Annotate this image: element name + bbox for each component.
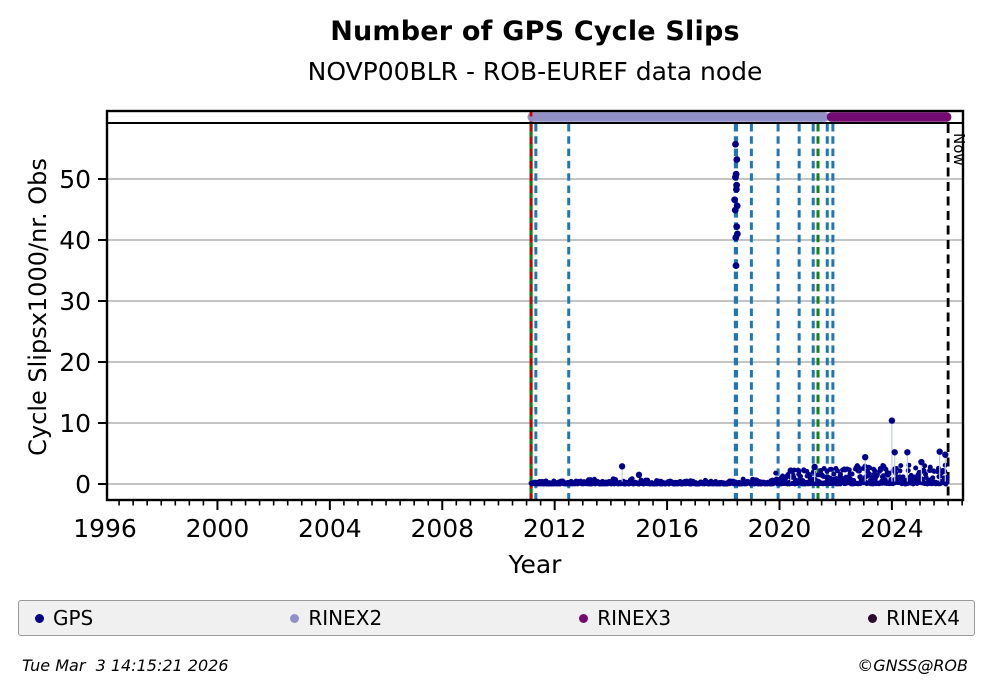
rinex3-marker-icon [579, 613, 589, 623]
gps-marker-icon [35, 613, 44, 623]
now-line: Now [946, 124, 968, 499]
chart-title: Number of GPS Cycle Slips [330, 16, 740, 47]
chart-subtitle: NOVP00BLR - ROB-EUREF data node [307, 57, 763, 86]
svg-text:2020: 2020 [748, 514, 812, 543]
now-label: Now [950, 133, 968, 166]
gps-points [528, 140, 950, 487]
svg-text:2016: 2016 [635, 514, 699, 543]
svg-text:0: 0 [75, 470, 91, 499]
svg-text:2008: 2008 [410, 514, 474, 543]
copyright-label: ©GNSS@ROB [857, 656, 968, 675]
svg-text:2004: 2004 [298, 514, 362, 543]
axis-ticks [98, 178, 963, 510]
y-tick-labels: 0 10 20 30 40 50 [59, 165, 91, 499]
svg-text:1996: 1996 [73, 514, 137, 543]
legend-label-rinex2: RINEX2 [308, 606, 383, 630]
svg-text:50: 50 [59, 165, 91, 194]
svg-text:2000: 2000 [186, 514, 250, 543]
cycle-slips-plot: Now 1996 2000 2004 2008 2012 2016 2020 2024 0 10 20… [59, 109, 968, 543]
x-axis-label: Year [508, 550, 562, 579]
legend-item-rinex3: RINEX3 [579, 606, 671, 630]
legend-item-rinex4: RINEX4 [868, 606, 960, 630]
legend-label-gps: GPS [53, 606, 94, 630]
legend-item-rinex2: RINEX2 [290, 606, 382, 630]
svg-text:20: 20 [59, 348, 91, 377]
rinex4-marker-icon [868, 613, 878, 623]
svg-text:10: 10 [59, 409, 91, 438]
plot-frame [105, 109, 965, 502]
legend-label-rinex4: RINEX4 [886, 606, 960, 630]
legend-item-gps: GPS [35, 606, 93, 630]
rinex2-marker-icon [290, 613, 300, 623]
rinex-bars [527, 112, 952, 123]
event-lines [529, 112, 835, 499]
svg-text:2024: 2024 [860, 514, 924, 543]
legend-label-rinex3: RINEX3 [597, 606, 672, 630]
y-axis-label: Cycle Slipsx1000/nr. Obs [24, 158, 52, 456]
svg-text:2012: 2012 [523, 514, 587, 543]
svg-text:30: 30 [59, 287, 91, 316]
plot-timestamp: Tue Mar 3 14:15:21 2026 [22, 656, 229, 675]
svg-text:40: 40 [59, 226, 91, 255]
x-tick-labels: 1996 2000 2004 2008 2012 2016 2020 2024 [73, 514, 923, 543]
legend: GPS RINEX2 RINEX3 RINEX4 [18, 600, 975, 636]
